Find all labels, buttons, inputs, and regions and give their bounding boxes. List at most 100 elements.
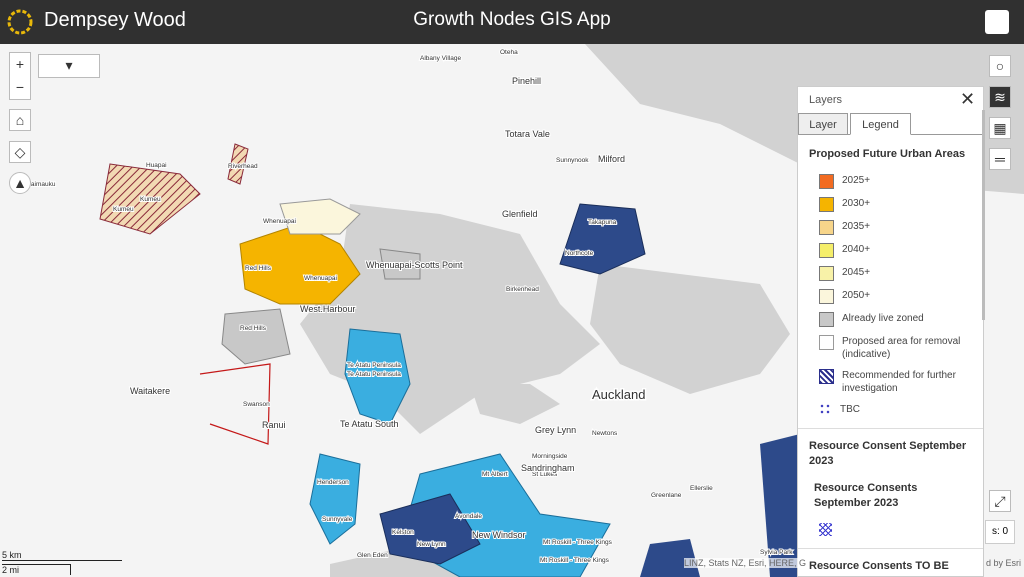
legend-swatch [819,266,834,281]
legend-item: 2030+ [809,197,974,212]
attribution: d by Esri [986,558,1022,568]
place-label: Oteha [500,49,518,56]
legend-swatch [819,197,834,212]
scrollbar[interactable] [982,110,985,320]
place-label: Newtons [592,430,618,437]
place-label: Whenuapai [263,218,296,225]
place-label: Kumeu [113,206,134,213]
place-label: Ellerslie [690,485,713,492]
place-label: Whenuapai-Scotts Point [366,260,463,270]
legend-label: 2045+ [842,267,871,278]
legend-label: 2040+ [842,244,871,255]
place-label: Totara Vale [505,129,550,139]
section-subtitle: Resource Consents September 2023 [814,482,918,509]
compass[interactable]: ▲ [9,172,31,194]
place-label: Huapai [146,162,167,169]
place-label: Mt Roskill - Three Kings [543,539,613,546]
place-label: Sunnynook [556,157,589,164]
legend-label: 2025+ [842,175,871,186]
place-label: Sunnyvale [322,516,353,523]
legend-label: 2035+ [842,221,871,232]
legend-item [809,523,974,536]
header: Dempsey Wood Growth Nodes GIS App [0,0,1024,44]
legend-swatch [819,335,834,350]
legend-swatch [819,312,834,327]
place-label: Northcote [565,250,594,257]
place-label: Grey Lynn [535,425,576,435]
logo [7,9,33,35]
legend-item: Recommended for further investigation [809,369,974,395]
legend-label: 2030+ [842,198,871,209]
place-label: Mt Roskill - Three Kings [540,557,610,564]
legend-item: 2045+ [809,266,974,281]
app-title: Growth Nodes GIS App [413,9,611,30]
print-button[interactable] [985,10,1009,34]
place-label: Birkenhead [506,286,539,293]
place-label: Waimauku [25,181,56,188]
scale-metric: 5 km [2,550,122,561]
place-label: Riverhead [228,163,258,170]
legend-label: 2050+ [842,290,871,301]
place-label: West.Harbour [300,304,355,314]
home-button[interactable]: ⌂ [9,109,31,131]
legend-item: 2050+ [809,289,974,304]
locate-button[interactable]: ◇ [9,141,31,163]
basemap-button[interactable]: ▦ [989,117,1011,139]
legend-label: Already live zoned [842,313,924,324]
measure-button[interactable]: ═ [989,148,1011,170]
legend-swatch [819,289,834,304]
legend-item: TBC [809,403,974,416]
place-label: Morningside [532,453,568,460]
place-label: Glenfield [502,209,538,219]
place-label: St Lukes [532,471,558,478]
layers-button[interactable]: ≋ [989,86,1011,108]
divider [798,428,983,429]
place-label: Sylvia Park [760,549,793,556]
attribution: LINZ, Stats NZ, Esri, HERE, G [684,558,807,568]
legend: Proposed Future Urban Areas 2025+ 2030+ 203… [798,147,983,576]
layers-panel: Layers ✕ Layer Legend Proposed Future Ur… [797,86,984,577]
close-button[interactable]: ✕ [960,89,976,109]
legend-swatch [819,220,834,235]
legend-swatch [819,243,834,258]
brand: Dempsey Wood [44,9,186,31]
legend-swatch [819,523,832,536]
zoom-controls[interactable]: + − [9,52,31,100]
scale-imperial: 2 mi [2,564,71,575]
legend-item: 2035+ [809,220,974,235]
search-button[interactable]: ○ [989,55,1011,77]
panel-title: Layers [809,94,843,106]
legend-item: 2040+ [809,243,974,258]
place-label: Auckland [592,387,645,402]
tab[interactable]: Layer [798,113,848,135]
place-label: Takapuna [588,219,617,226]
place-label: Glen Eden [357,552,388,559]
legend-label: Recommended for further investigation [842,370,956,394]
place-label: Red Hills [245,265,272,272]
place-label: Waitakere [130,386,170,396]
count: s: 0 [985,520,1015,544]
place-label: Red Hills [240,325,267,332]
section-title: Proposed Future Urban Areas [809,148,966,160]
place-label: Henderson [317,479,349,486]
place-label: Sandringham [521,463,575,473]
fullscreen-button[interactable]: ⤢ [989,490,1011,512]
place-label: New Windsor [472,530,526,540]
legend-label: Proposed area for removal (indicative) [842,336,961,360]
place-label: Kelston [392,529,414,536]
place-label: Mt Albert [482,471,508,478]
place-label: Swanson [243,401,270,408]
place-label: Albany Village [420,55,461,62]
legend-swatch [819,403,832,416]
select-tool[interactable]: ▾ [38,54,100,78]
place-label: Pinehill [512,76,541,86]
place-label: Kumeu [140,196,161,203]
section-title: Resource Consent September 2023 [809,440,967,467]
legend-swatch [819,174,834,189]
section-title: Resource Consents TO BE [809,560,949,572]
tab[interactable]: Legend [850,113,911,135]
place-label: New Lynn [417,541,446,548]
place-label: Whenuapai [304,275,337,282]
divider [798,548,983,549]
